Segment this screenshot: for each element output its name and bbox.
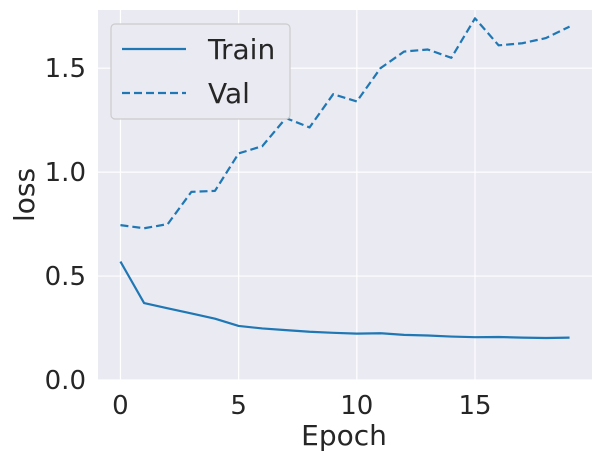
x-tick-label: 15 xyxy=(458,391,491,421)
x-tick-label: 0 xyxy=(112,391,129,421)
y-tick-label: 1.5 xyxy=(45,54,86,84)
y-axis-label: loss xyxy=(8,168,41,222)
y-tick-label: 0.5 xyxy=(45,262,86,292)
series-line-val xyxy=(120,17,571,230)
x-tick-label: 5 xyxy=(230,391,247,421)
legend: Train Val xyxy=(110,23,291,120)
y-tick-label: 0.0 xyxy=(45,366,86,396)
x-tick-label: 10 xyxy=(340,391,373,421)
x-axis-label: Epoch xyxy=(301,419,387,452)
series-line-train xyxy=(119,260,570,340)
legend-label-val: Val xyxy=(208,77,250,110)
x-axis-ticks: 0 5 10 15 xyxy=(112,391,491,421)
series-lines xyxy=(119,17,571,340)
y-axis-ticks: 0.0 0.5 1.0 1.5 xyxy=(45,54,86,396)
y-tick-label: 1.0 xyxy=(45,158,86,188)
legend-box xyxy=(110,23,291,120)
legend-label-train: Train xyxy=(207,33,275,66)
